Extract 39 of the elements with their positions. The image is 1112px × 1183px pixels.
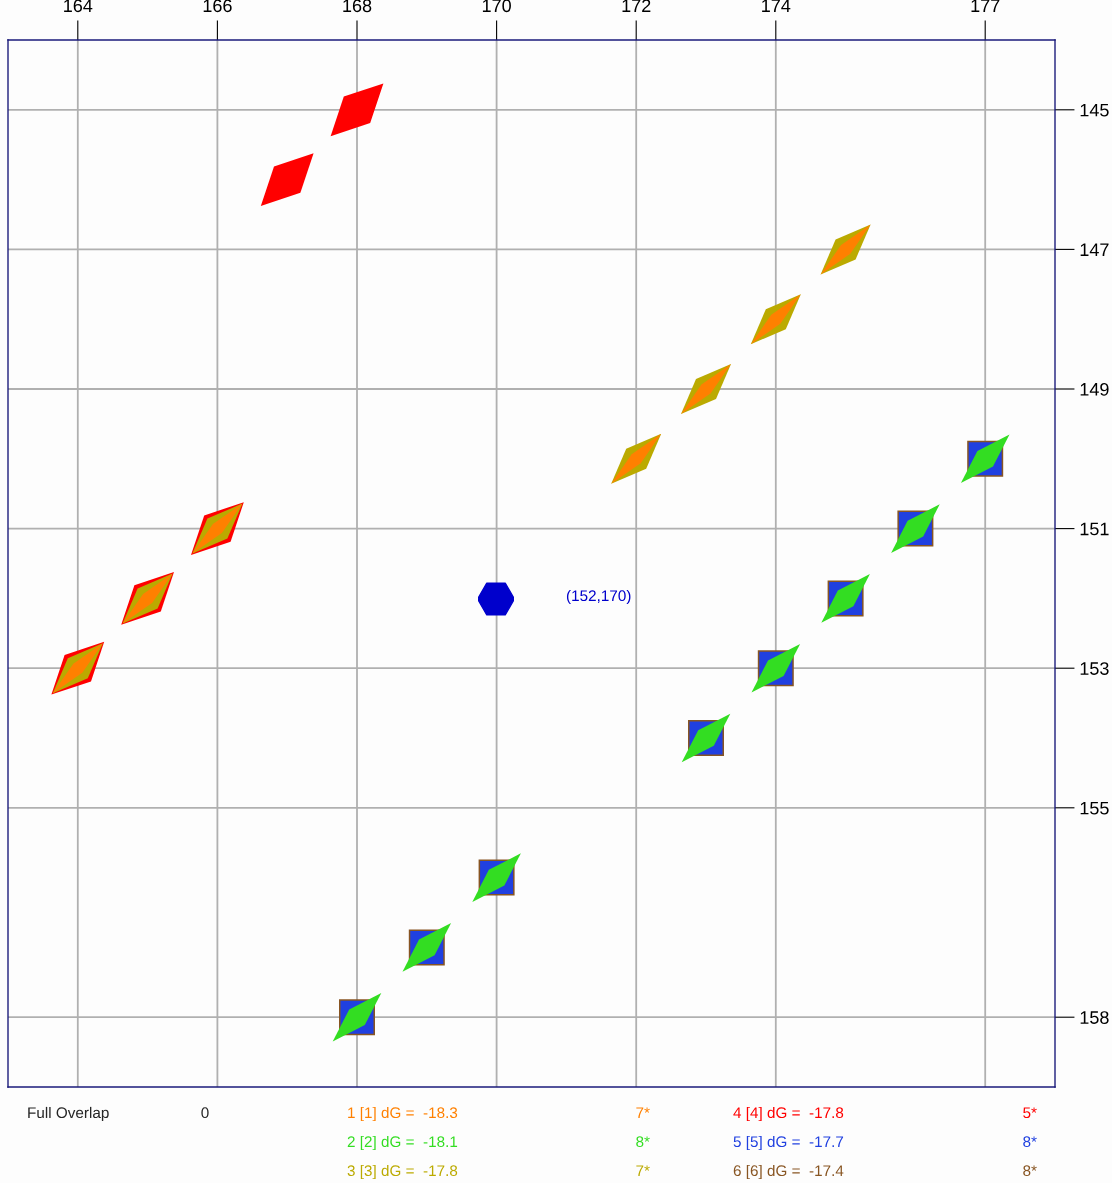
y-tick-label: 155 <box>1080 801 1109 815</box>
y-tick-label: 158 <box>1080 1011 1109 1024</box>
text: 3 [3] dG = -17.8 <box>347 1164 458 1180</box>
point <box>332 992 382 1042</box>
point <box>402 923 452 972</box>
point <box>472 853 521 902</box>
point <box>891 504 940 553</box>
x-tick-label: 166 <box>203 0 232 13</box>
text: 4 [4] dG = -17.8 <box>733 1106 844 1122</box>
annotation: (152,170) <box>566 589 631 605</box>
point <box>751 643 801 693</box>
x-tick-label: 174 <box>762 0 791 12</box>
text: 5 [5] dG = -17.7 <box>733 1135 844 1151</box>
y-tick-label: 153 <box>1080 662 1109 675</box>
point <box>330 83 384 137</box>
text: 8* <box>636 1136 650 1148</box>
text: 7* <box>636 1107 650 1118</box>
text: 8* <box>1023 1165 1037 1177</box>
text: 5* <box>1023 1107 1037 1119</box>
point <box>681 713 731 763</box>
text: 7* <box>636 1165 650 1176</box>
point <box>260 153 314 206</box>
text: 2 [2] dG = -18.1 <box>347 1135 458 1151</box>
x-tick-label: 168 <box>343 0 372 13</box>
text: 1 [1] dG = -18.3 <box>348 1106 458 1122</box>
point <box>821 574 870 623</box>
text: Full Overlap <box>28 1106 109 1122</box>
y-tick-label: 147 <box>1080 243 1109 256</box>
text: 6 [6] dG = -17.4 <box>733 1164 844 1180</box>
y-tick-label: 145 <box>1080 103 1109 117</box>
x-tick-label: 177 <box>971 0 1000 12</box>
y-tick-label: 151 <box>1080 522 1109 536</box>
x-tick-label: 170 <box>482 0 511 13</box>
point <box>960 434 1010 484</box>
text: 0 <box>201 1107 209 1119</box>
y-tick-label: 149 <box>1080 382 1109 396</box>
x-tick-label: 172 <box>622 0 651 12</box>
text: 8* <box>1023 1136 1037 1148</box>
x-tick-label: 164 <box>64 0 93 13</box>
